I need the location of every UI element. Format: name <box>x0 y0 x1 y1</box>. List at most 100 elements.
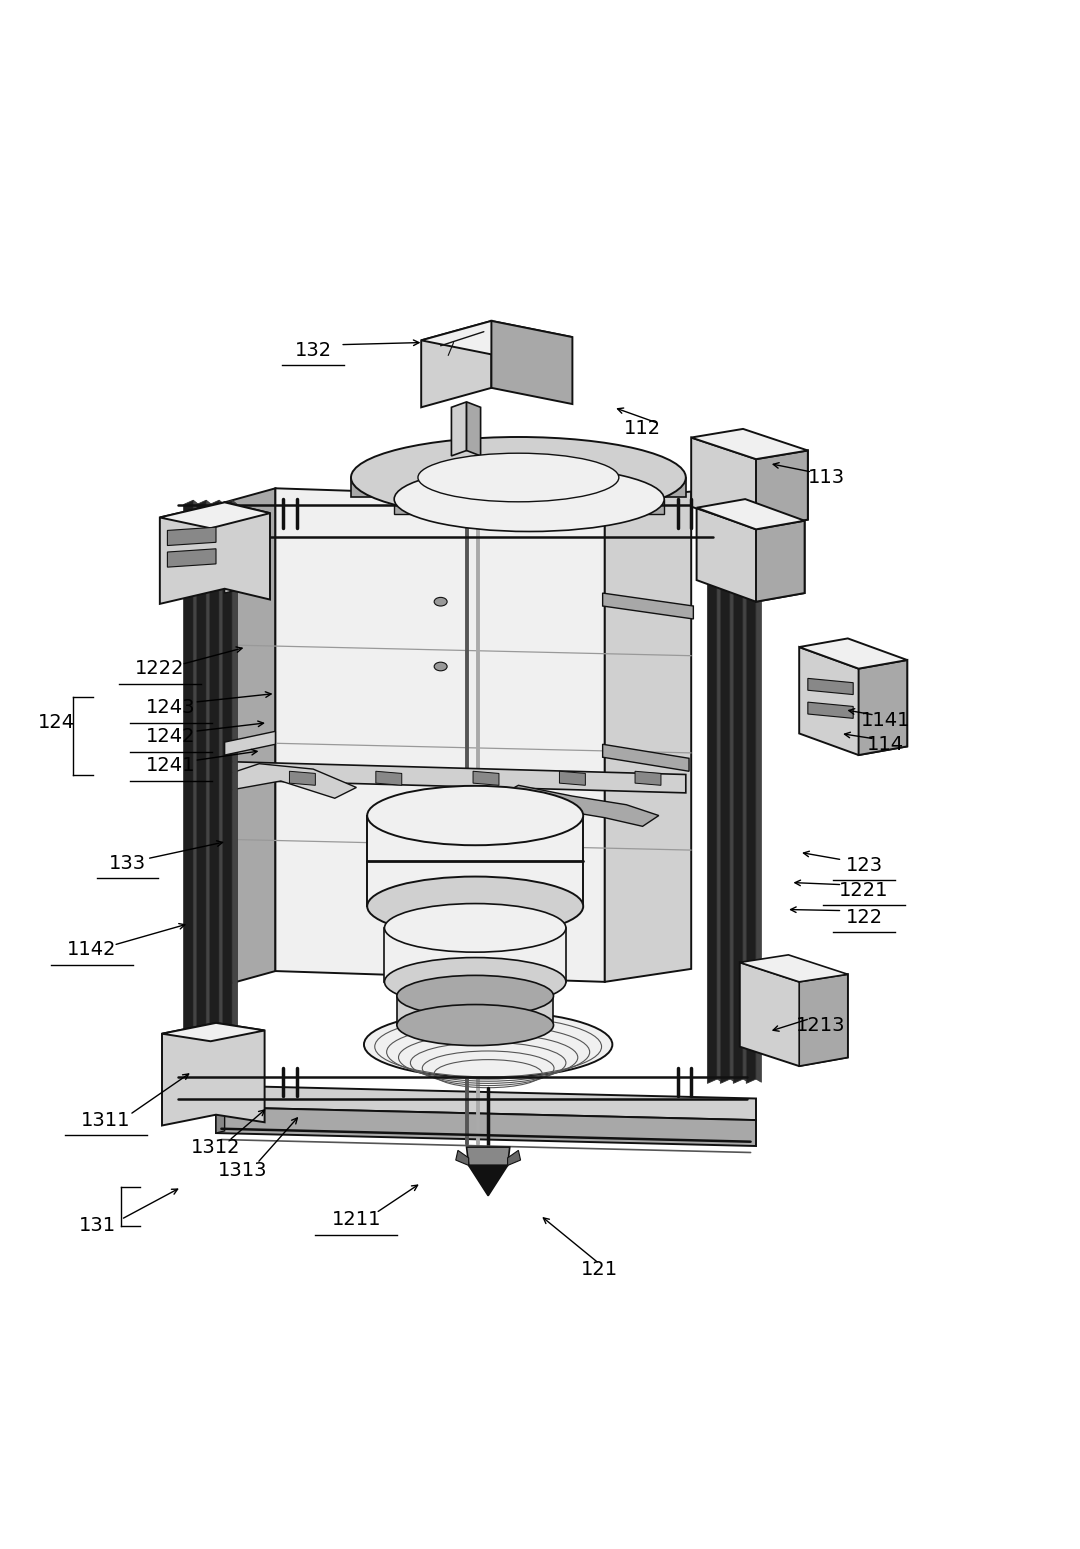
Polygon shape <box>232 500 238 1086</box>
Ellipse shape <box>397 1005 554 1046</box>
Polygon shape <box>808 702 853 719</box>
Polygon shape <box>740 954 848 982</box>
Polygon shape <box>197 500 206 1086</box>
Text: 132: 132 <box>295 341 332 359</box>
Ellipse shape <box>434 598 447 606</box>
Text: 1312: 1312 <box>191 1137 241 1157</box>
Text: 1141: 1141 <box>861 711 910 730</box>
Polygon shape <box>225 731 275 754</box>
Polygon shape <box>756 508 761 1083</box>
Polygon shape <box>508 1151 521 1165</box>
Polygon shape <box>697 508 805 601</box>
Polygon shape <box>756 451 808 528</box>
Polygon shape <box>733 508 743 1083</box>
Polygon shape <box>394 499 664 514</box>
Text: 1311: 1311 <box>81 1111 131 1129</box>
Polygon shape <box>376 771 402 785</box>
Text: 1142: 1142 <box>67 940 117 959</box>
Polygon shape <box>799 638 907 669</box>
Polygon shape <box>717 508 723 1083</box>
Polygon shape <box>746 508 756 1083</box>
Text: 124: 124 <box>38 713 75 733</box>
Text: 131: 131 <box>79 1216 116 1236</box>
Text: 1313: 1313 <box>218 1162 268 1180</box>
Polygon shape <box>559 771 585 785</box>
Polygon shape <box>707 508 717 1083</box>
Polygon shape <box>367 815 583 906</box>
Polygon shape <box>167 548 216 567</box>
Polygon shape <box>799 974 848 1066</box>
Ellipse shape <box>367 785 583 846</box>
Polygon shape <box>216 1086 756 1120</box>
Polygon shape <box>697 499 805 530</box>
Text: 1222: 1222 <box>135 660 185 678</box>
Text: 113: 113 <box>808 468 845 486</box>
Text: 1241: 1241 <box>146 756 195 776</box>
Ellipse shape <box>434 661 447 671</box>
Polygon shape <box>384 928 566 982</box>
Polygon shape <box>859 660 907 754</box>
Text: 1213: 1213 <box>796 1016 846 1035</box>
Polygon shape <box>720 508 730 1083</box>
Polygon shape <box>691 437 808 528</box>
Polygon shape <box>160 502 270 528</box>
Text: 1243: 1243 <box>146 699 195 717</box>
Polygon shape <box>730 508 735 1083</box>
Polygon shape <box>210 500 219 1086</box>
Text: 1211: 1211 <box>332 1210 381 1228</box>
Ellipse shape <box>351 437 686 517</box>
Polygon shape <box>635 771 661 785</box>
Polygon shape <box>193 500 199 1086</box>
Text: 1242: 1242 <box>146 726 195 747</box>
Polygon shape <box>740 962 848 1066</box>
Polygon shape <box>743 508 748 1083</box>
Text: 122: 122 <box>846 908 882 926</box>
Polygon shape <box>167 527 216 545</box>
Text: 123: 123 <box>846 855 882 875</box>
Ellipse shape <box>418 454 619 502</box>
Polygon shape <box>225 762 686 793</box>
Polygon shape <box>691 429 808 459</box>
Ellipse shape <box>364 1011 612 1078</box>
Polygon shape <box>225 570 268 593</box>
Polygon shape <box>605 491 691 982</box>
Polygon shape <box>275 488 605 982</box>
Polygon shape <box>397 996 553 1025</box>
Polygon shape <box>219 500 225 1086</box>
Text: 112: 112 <box>624 420 661 438</box>
Polygon shape <box>225 488 275 985</box>
Polygon shape <box>603 744 689 771</box>
Polygon shape <box>421 321 572 356</box>
Polygon shape <box>456 1151 469 1165</box>
Ellipse shape <box>397 976 554 1016</box>
Ellipse shape <box>384 957 566 1007</box>
Polygon shape <box>799 647 907 754</box>
Polygon shape <box>216 1108 756 1146</box>
Text: 1221: 1221 <box>839 880 889 900</box>
Polygon shape <box>227 764 356 798</box>
Polygon shape <box>216 1083 225 1132</box>
Polygon shape <box>756 520 805 601</box>
Polygon shape <box>206 500 212 1086</box>
Ellipse shape <box>367 877 583 936</box>
Polygon shape <box>222 500 232 1086</box>
Polygon shape <box>451 401 467 455</box>
Polygon shape <box>808 678 853 694</box>
Text: 121: 121 <box>581 1259 618 1278</box>
Polygon shape <box>289 771 315 785</box>
Text: 114: 114 <box>867 734 904 754</box>
Polygon shape <box>162 1022 265 1041</box>
Polygon shape <box>162 1022 265 1126</box>
Polygon shape <box>495 785 659 826</box>
Polygon shape <box>184 500 193 1086</box>
Ellipse shape <box>394 466 664 531</box>
Polygon shape <box>351 477 686 497</box>
Ellipse shape <box>384 903 566 953</box>
Polygon shape <box>160 502 270 604</box>
Polygon shape <box>603 593 693 620</box>
Polygon shape <box>491 321 572 404</box>
Polygon shape <box>421 321 491 407</box>
Polygon shape <box>473 771 499 785</box>
Text: 133: 133 <box>109 853 146 872</box>
Polygon shape <box>467 401 481 455</box>
